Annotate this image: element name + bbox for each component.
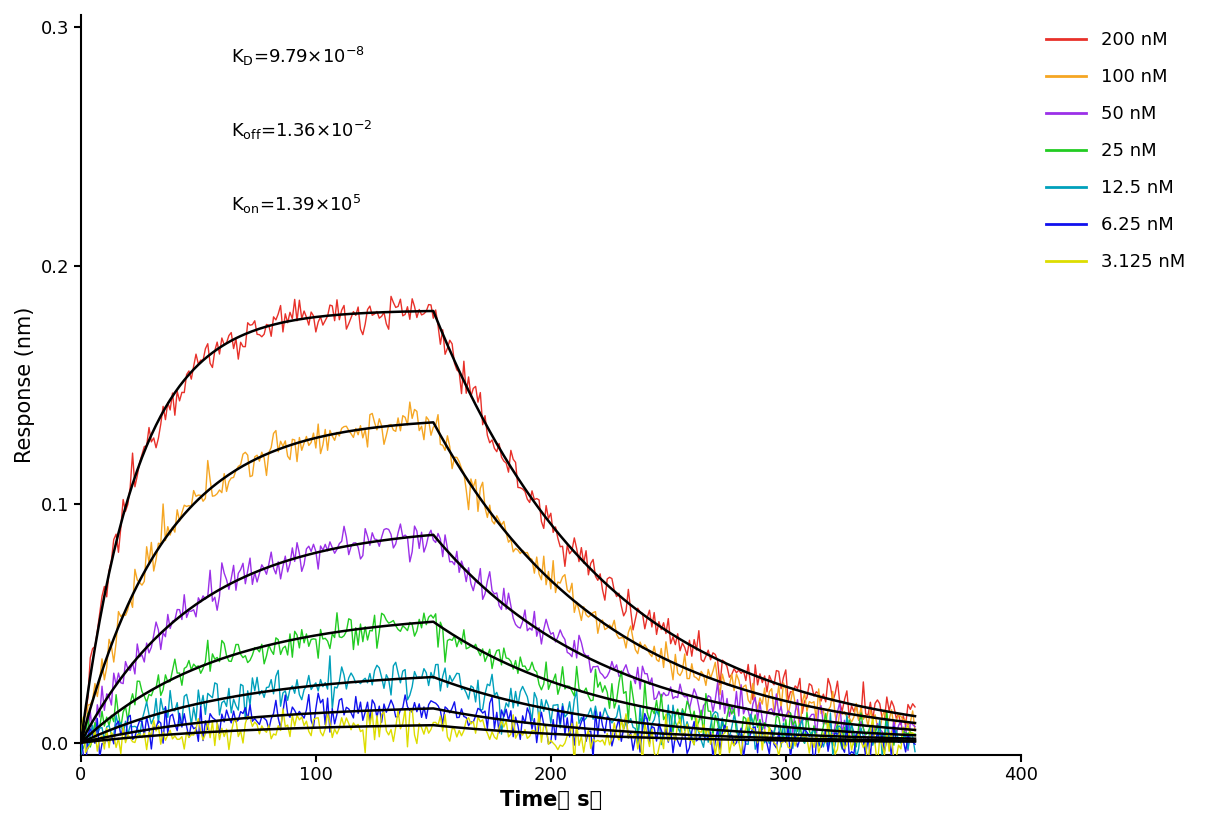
Text: $\mathregular{K_{off}}$=1.36×10$^{-2}$: $\mathregular{K_{off}}$=1.36×10$^{-2}$ — [232, 119, 373, 142]
Y-axis label: Response (nm): Response (nm) — [14, 307, 35, 463]
X-axis label: Time（ s）: Time（ s） — [500, 790, 602, 810]
Text: $\mathregular{K_D}$=9.79×10$^{-8}$: $\mathregular{K_D}$=9.79×10$^{-8}$ — [232, 45, 366, 68]
Legend: 200 nM, 100 nM, 50 nM, 25 nM, 12.5 nM, 6.25 nM, 3.125 nM: 200 nM, 100 nM, 50 nM, 25 nM, 12.5 nM, 6… — [1039, 24, 1193, 278]
Text: $\mathregular{K_{on}}$=1.39×10$^{5}$: $\mathregular{K_{on}}$=1.39×10$^{5}$ — [232, 192, 362, 215]
